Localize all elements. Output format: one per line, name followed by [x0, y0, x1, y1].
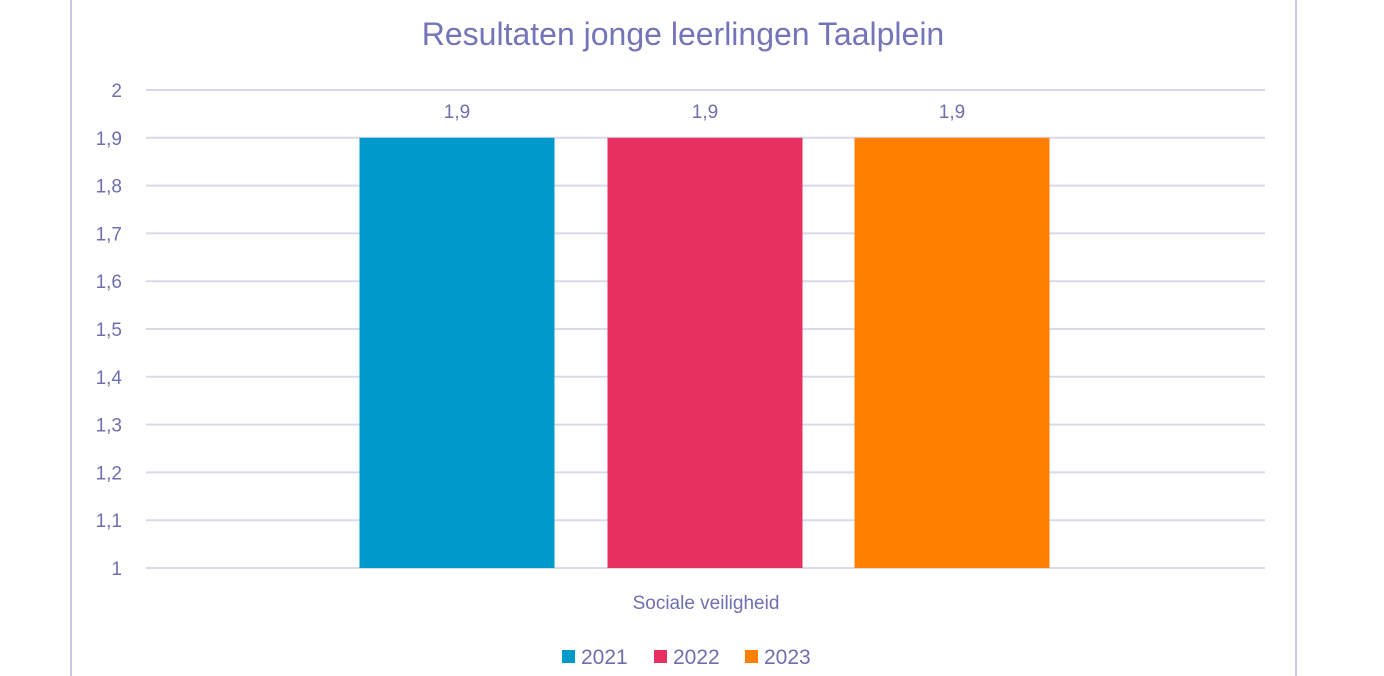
y-axis-tick-labels: 1 1,1 1,2 1,3 1,4 1,5 1,6 1,7 1,8 1,9 2: [96, 81, 123, 580]
y-tick-label: 1,3: [96, 416, 122, 437]
legend-label-2022: 2022: [673, 646, 720, 669]
bar-2022: [607, 137, 803, 569]
y-tick-label: 1,8: [96, 177, 122, 198]
chart-title: Resultaten jonge leerlingen Taalplein: [422, 16, 944, 52]
legend-label-2023: 2023: [764, 646, 811, 669]
legend-swatch-2022: [654, 650, 667, 663]
bar-2023: [854, 137, 1050, 569]
bar-2021: [359, 137, 555, 569]
y-tick-label: 1,1: [96, 511, 122, 532]
bars: [359, 137, 1050, 569]
y-tick-label: 1,5: [96, 320, 122, 341]
legend-swatch-2021: [562, 650, 575, 663]
y-tick-label: 1,7: [96, 224, 122, 245]
y-tick-label: 1,2: [96, 463, 122, 484]
y-tick-label: 1,6: [96, 272, 122, 293]
legend-label-2021: 2021: [581, 646, 628, 669]
legend-swatch-2023: [745, 650, 758, 663]
data-label-2023: 1,9: [939, 102, 965, 123]
y-tick-label: 1,9: [96, 129, 122, 150]
data-label-2021: 1,9: [444, 102, 470, 123]
data-labels: 1,9 1,9 1,9: [444, 102, 965, 123]
data-label-2022: 1,9: [692, 102, 718, 123]
legend: 2021 2022 2023: [562, 646, 811, 669]
y-tick-label: 1,4: [96, 368, 123, 389]
x-axis-category-label: Sociale veiligheid: [633, 593, 780, 614]
y-tick-label: 2: [111, 81, 122, 102]
y-tick-label: 1: [111, 559, 122, 580]
